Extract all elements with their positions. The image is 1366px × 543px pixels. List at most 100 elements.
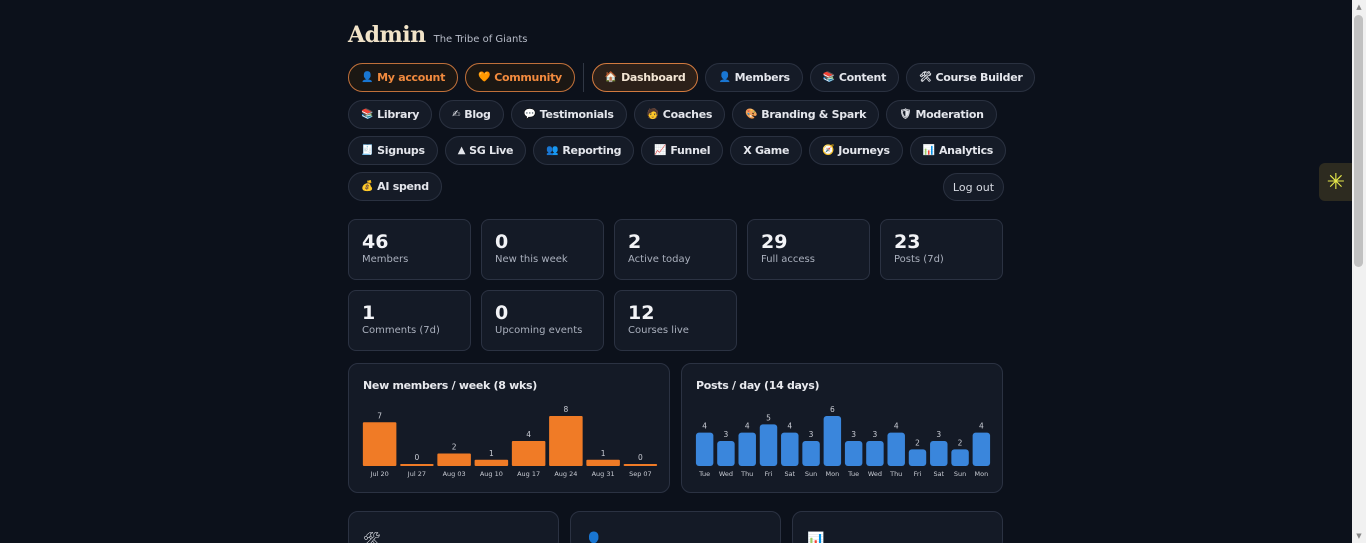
stat-label: Posts (7d) bbox=[894, 254, 944, 265]
x-tick-label: Fri bbox=[914, 470, 922, 478]
x-tick-label: Aug 31 bbox=[592, 470, 615, 478]
x-tick-label: Jul 20 bbox=[370, 470, 389, 478]
new-members-chart-panel: New members / week (8 wks) 7 Jul 20 0 Jul 2… bbox=[348, 363, 670, 493]
summary-card[interactable]: 📊 bbox=[792, 511, 1003, 543]
nav-branding-spark-button[interactable]: 🎨 Branding & Spark bbox=[732, 100, 880, 129]
nav-button-label: Testimonials bbox=[539, 108, 614, 121]
summary-card[interactable]: 👤 bbox=[570, 511, 781, 543]
bar-value-label: 3 bbox=[873, 430, 878, 439]
heart-icon: 🧡 bbox=[478, 72, 491, 83]
nav-ai-spend-button[interactable]: 💰 AI spend bbox=[348, 172, 442, 201]
chart-title: New members / week (8 wks) bbox=[363, 379, 538, 392]
x-tick-label: Thu bbox=[740, 470, 753, 478]
logout-button[interactable]: Log out bbox=[943, 173, 1004, 201]
page-title: Admin bbox=[348, 22, 426, 48]
bar-value-label: 3 bbox=[851, 430, 856, 439]
chart-title: Posts / day (14 days) bbox=[696, 379, 820, 392]
chart-bar bbox=[908, 449, 927, 466]
bar-value-label: 3 bbox=[809, 430, 814, 439]
bar-value-label: 4 bbox=[702, 422, 707, 431]
stat-label: Comments (7d) bbox=[362, 325, 440, 336]
chart-bar bbox=[400, 464, 434, 466]
signups-icon: 🧾 bbox=[361, 145, 374, 156]
chart-bar bbox=[823, 416, 842, 466]
nav-analytics-button[interactable]: 📊 Analytics bbox=[909, 136, 1007, 165]
stat-value: 0 bbox=[495, 302, 509, 324]
nav-library-button[interactable]: 📚 Library bbox=[348, 100, 433, 129]
stat-label: New this week bbox=[495, 254, 568, 265]
bar-value-label: 1 bbox=[489, 449, 494, 458]
books-icon: 📚 bbox=[361, 109, 374, 120]
spark-widget[interactable]: ✳ bbox=[1319, 163, 1353, 201]
stat-card: 0 New this week bbox=[481, 219, 604, 280]
nav-button-label: Course Builder bbox=[935, 71, 1023, 84]
person-icon: 👤 bbox=[361, 72, 374, 83]
stat-value: 46 bbox=[362, 231, 389, 253]
x-tick-label: Sat bbox=[784, 470, 795, 478]
nav-moderation-button[interactable]: 🛡 Moderation bbox=[886, 100, 997, 129]
chart-bar bbox=[759, 424, 778, 466]
nav-content-button[interactable]: 📚 Content bbox=[809, 63, 900, 92]
nav-row-2: 📚 Library ✍ Blog 💬 Testimonials 🧑 Coaches 🎨 Brand… bbox=[348, 100, 997, 129]
x-tick-label: Tue bbox=[847, 470, 859, 478]
bar-value-label: 5 bbox=[766, 413, 771, 422]
nav-signups-button[interactable]: 🧾 Signups bbox=[348, 136, 438, 165]
chart-bar bbox=[511, 441, 546, 466]
bar-value-label: 1 bbox=[601, 449, 606, 458]
summary-card[interactable]: 🛠 bbox=[348, 511, 559, 543]
bar-value-label: 2 bbox=[958, 438, 963, 447]
palette-icon: 🎨 bbox=[745, 109, 758, 120]
nav-community-button[interactable]: 🧡 Community bbox=[465, 63, 575, 92]
stat-value: 29 bbox=[761, 231, 788, 253]
nav-dashboard-button[interactable]: 🏠 Dashboard bbox=[591, 63, 699, 92]
stat-card: 0 Upcoming events bbox=[481, 290, 604, 351]
chart-bar bbox=[738, 432, 756, 466]
tools-icon: 🛠 bbox=[363, 532, 381, 543]
stat-card: 1 Comments (7d) bbox=[348, 290, 471, 351]
x-tick-label: Wed bbox=[868, 470, 882, 478]
chart-bar bbox=[717, 441, 735, 466]
chart-bar bbox=[887, 432, 905, 466]
stat-label: Full access bbox=[761, 254, 815, 265]
x-tick-label: Tue bbox=[698, 470, 710, 478]
x-tick-label: Thu bbox=[889, 470, 902, 478]
nav-button-label: Analytics bbox=[938, 144, 994, 157]
nav-button-label: Content bbox=[838, 71, 887, 84]
posts-per-day-chart-panel: Posts / day (14 days) 4 Tue 3 Wed 4 Thu 5 Fri 4 S… bbox=[681, 363, 1003, 493]
person-icon: 👤 bbox=[718, 72, 731, 83]
x-tick-label: Mon bbox=[974, 470, 988, 478]
new-members-chart: 7 Jul 20 0 Jul 27 2 Aug 03 1 Aug 10 4 Aug 17 8 Aug … bbox=[362, 405, 658, 478]
nav-coaches-button[interactable]: 🧑 Coaches bbox=[633, 100, 726, 129]
nav-sg-live-button[interactable]: ▲ SG Live bbox=[444, 136, 527, 165]
nav-reporting-button[interactable]: 👥 Reporting bbox=[533, 136, 635, 165]
chart-bar bbox=[951, 449, 969, 466]
nav-blog-button[interactable]: ✍ Blog bbox=[439, 100, 504, 129]
nav-my-account-button[interactable]: 👤 My account bbox=[348, 63, 459, 92]
stat-card: 29 Full access bbox=[747, 219, 870, 280]
nav-testimonials-button[interactable]: 💬 Testimonials bbox=[510, 100, 627, 129]
nav-funnel-button[interactable]: 📈 Funnel bbox=[641, 136, 724, 165]
nav-journeys-button[interactable]: 🧭 Journeys bbox=[809, 136, 903, 165]
scroll-up-arrow[interactable]: ▲ bbox=[1356, 3, 1362, 11]
nav-course-builder-button[interactable]: 🛠 Course Builder bbox=[906, 63, 1036, 92]
stat-value: 12 bbox=[628, 302, 655, 324]
books-icon: 📚 bbox=[822, 72, 835, 83]
nav-button-label: Blog bbox=[464, 108, 491, 121]
nav-x-game-button[interactable]: X Game bbox=[730, 136, 803, 165]
bar-value-label: 0 bbox=[414, 453, 419, 462]
page-subtitle: The Tribe of Giants bbox=[433, 34, 528, 45]
nav-button-label: SG Live bbox=[469, 144, 514, 157]
bar-value-label: 4 bbox=[526, 430, 531, 439]
scroll-down-arrow[interactable]: ▼ bbox=[1356, 532, 1362, 540]
scrollbar-thumb[interactable] bbox=[1354, 15, 1363, 267]
spark-icon: ✳ bbox=[1326, 169, 1346, 195]
stat-value: 0 bbox=[495, 231, 509, 253]
x-tick-label: Sat bbox=[933, 470, 944, 478]
nav-separator bbox=[582, 63, 584, 92]
x-tick-label: Jul 27 bbox=[407, 470, 426, 478]
bar-value-label: 7 bbox=[377, 411, 382, 420]
chart-bar bbox=[844, 441, 863, 466]
bar-value-label: 4 bbox=[894, 422, 899, 431]
nav-members-button[interactable]: 👤 Members bbox=[705, 63, 803, 92]
stat-label: Members bbox=[362, 254, 409, 265]
